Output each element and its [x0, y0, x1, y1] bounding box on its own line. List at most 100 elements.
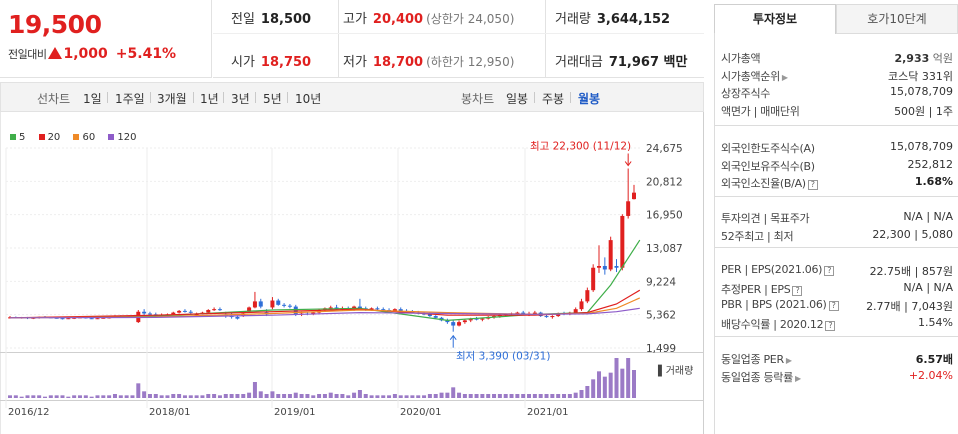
candle-daily[interactable]: 일봉 — [506, 92, 529, 106]
volume-bar — [19, 396, 24, 398]
candle-body — [614, 266, 619, 268]
info-row[interactable]: PBR | BPS (2021.06)? 2.77배 | 7,043원 — [721, 296, 953, 314]
info-row-value: 22,300 | 5,080 — [872, 227, 953, 241]
legend-swatch — [38, 134, 45, 140]
volume-bar — [124, 395, 129, 398]
info-row[interactable]: 배당수익률 | 2020.12? 1.54% — [721, 314, 953, 332]
line-chart-label: 선차트 — [37, 92, 71, 106]
candle-body — [182, 310, 187, 312]
help-icon[interactable]: ? — [807, 180, 818, 190]
volume-bar — [147, 394, 152, 398]
candle-body — [480, 318, 485, 320]
candle-body — [585, 290, 590, 302]
candle-body — [276, 300, 281, 305]
info-row[interactable]: 시가총액순위 ▶ 코스닥 331위 — [721, 66, 953, 84]
legend-ma60: 60 — [73, 132, 95, 143]
info-row: 액면가 | 매매단위 500원 | 1주 — [721, 101, 953, 119]
volume-bar — [486, 394, 491, 398]
period-1w[interactable]: 1주일 — [115, 92, 145, 106]
volume-bar — [597, 371, 602, 398]
price-tick-label: 1,499 — [646, 343, 676, 355]
volume-bar — [258, 391, 263, 398]
help-icon[interactable]: ? — [792, 285, 803, 296]
help-icon[interactable]: ? — [825, 320, 836, 331]
candle-weekly[interactable]: 주봉 — [542, 92, 565, 106]
x-tick-label: 2018/01 — [149, 407, 191, 418]
candle-body — [474, 318, 479, 320]
tab-order-book[interactable]: 호가10단계 — [836, 4, 958, 34]
info-row: 외국인보유주식수(B) 252,812 — [721, 156, 953, 174]
volume-bar — [101, 395, 106, 398]
info-row[interactable]: 동일업종 등락률 ▶ +2.04% — [721, 367, 953, 385]
legend-ma120: 120 — [108, 132, 137, 143]
volume-bar — [357, 390, 362, 398]
info-row-value: 500원 | 1주 — [894, 104, 953, 118]
info-row: 시가총액 2,933 억원 — [721, 48, 953, 66]
candle-body — [579, 301, 584, 310]
period-5y[interactable]: 5년 — [263, 92, 282, 106]
info-row-label: 외국인소진율(B/A)? — [721, 175, 818, 191]
price-tick-label: 24,675 — [646, 143, 683, 155]
info-row[interactable]: PER | EPS(2021.06)? 22.75배 | 857원 — [721, 261, 953, 279]
period-1y[interactable]: 1년 — [200, 92, 219, 106]
candle-body — [573, 309, 578, 313]
volume-bar — [83, 395, 88, 398]
candle-body — [89, 318, 94, 320]
info-row[interactable]: 동일업종 PER ▶ 6.57배 — [721, 349, 953, 367]
volume-bar — [556, 394, 561, 398]
volume-bar — [416, 395, 421, 398]
change-value: 1,000 — [63, 46, 108, 62]
volume-bar — [398, 395, 403, 398]
info-row-value: 2.77배 | 7,043원 — [866, 300, 953, 313]
volume-bar — [591, 379, 596, 398]
period-3y[interactable]: 3년 — [231, 92, 250, 106]
volume-bar — [241, 394, 246, 398]
stat-low: 저가 18,700 (하한가 12,950) — [343, 55, 515, 70]
volume-bar — [188, 395, 193, 398]
volume-bar — [136, 383, 141, 398]
candle-body — [392, 309, 397, 311]
volume-bar — [468, 394, 473, 398]
volume-bar — [562, 394, 567, 398]
volume-bar — [334, 394, 339, 398]
candle-body — [247, 307, 252, 312]
candle-body — [369, 308, 374, 311]
info-row[interactable]: 추정PER | EPS? N/A | N/A — [721, 279, 953, 297]
volume-bar — [340, 394, 345, 398]
price-chart[interactable]: 24,675 20,812 16,950 13,087 9,224 5,362 1,499 2… — [0, 112, 704, 434]
info-row[interactable]: 외국인소진율(B/A)? 1.68% — [721, 173, 953, 191]
quote-stats: 전일 18,500 고가 20,400 (상한가 24,050) 거래량 3,644,1… — [213, 0, 704, 78]
help-icon[interactable]: ? — [828, 301, 839, 311]
volume-bar — [229, 394, 234, 398]
tab-investment-info[interactable]: 투자정보 — [714, 4, 836, 34]
help-icon[interactable]: ? — [824, 266, 835, 276]
info-row-label: 추정PER | EPS? — [721, 281, 803, 297]
info-row-label: 동일업종 PER ▶ — [721, 353, 792, 366]
candle-monthly[interactable]: 월봉 — [578, 92, 601, 106]
candle-body — [282, 304, 287, 306]
divider — [715, 125, 958, 126]
volume-bar — [439, 392, 444, 398]
price-tick-label: 9,224 — [646, 276, 676, 288]
volume-bar — [544, 394, 549, 398]
period-1d[interactable]: 1일 — [83, 92, 102, 106]
info-row-value: 22.75배 | 857원 — [869, 265, 953, 278]
volume-bar — [427, 394, 432, 398]
candle-body — [142, 311, 147, 314]
volume-bar — [206, 394, 211, 398]
volume-bar — [404, 395, 409, 398]
candle-body — [620, 215, 625, 268]
volume-bar — [328, 392, 333, 398]
candle-body — [287, 305, 292, 307]
candle-body — [217, 309, 222, 311]
candle-body — [626, 201, 631, 216]
price-tick-label: 16,950 — [646, 210, 683, 222]
stat-volume: 거래량 3,644,152 — [555, 12, 671, 27]
volume-bar — [579, 390, 584, 398]
candle-body — [433, 316, 438, 318]
period-3m[interactable]: 3개월 — [157, 92, 187, 106]
x-tick-label: 2019/01 — [274, 407, 316, 418]
period-10y[interactable]: 10년 — [295, 92, 322, 106]
info-row-value: 15,078,709 — [890, 140, 953, 153]
candle-body — [95, 318, 100, 320]
